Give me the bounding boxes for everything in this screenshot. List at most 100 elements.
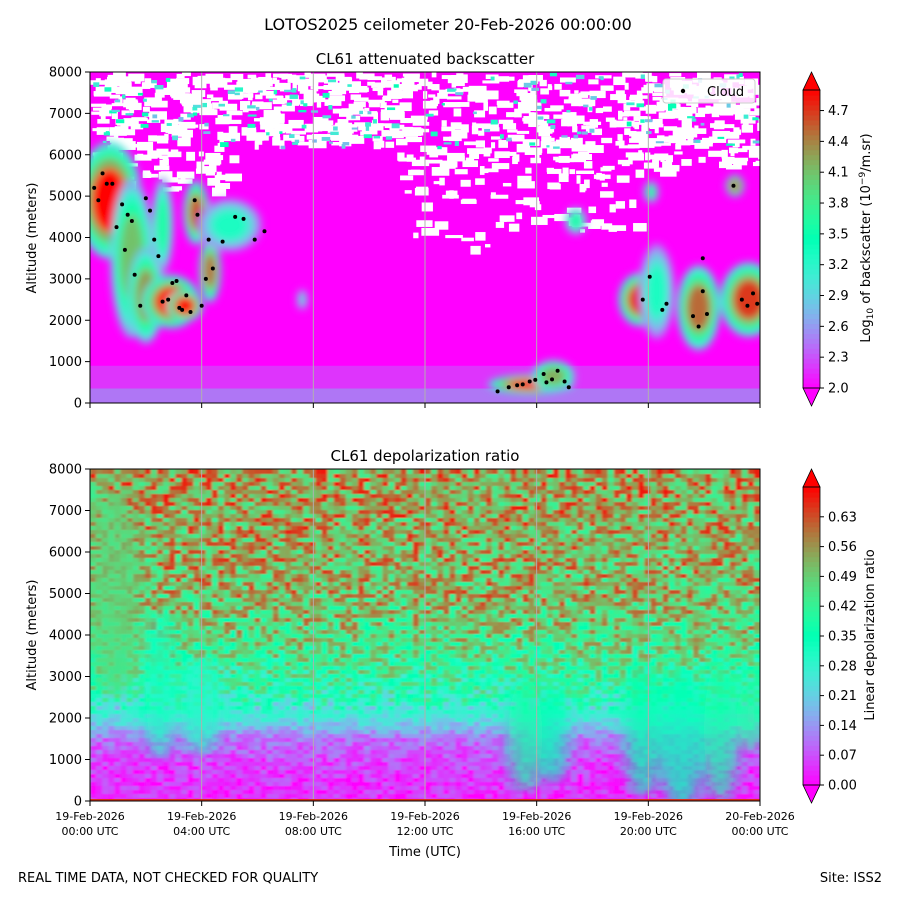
depol-cell (443, 733, 451, 738)
depol-cell (619, 777, 627, 782)
depol-cell (114, 773, 122, 778)
no-signal-gap (454, 81, 465, 87)
cloud-base-point (745, 303, 750, 308)
backscatter-speckle (448, 88, 457, 91)
depol-cell (114, 769, 122, 774)
depol-cell (467, 777, 475, 782)
depol-cell (412, 685, 420, 690)
depol-cell (339, 785, 347, 790)
depol-cell (102, 689, 110, 694)
colorbar-tick-label: 4.4 (828, 135, 849, 150)
depol-cell (479, 753, 487, 758)
depol-cell (699, 689, 707, 694)
depol-cell (376, 673, 384, 678)
depol-cell (388, 681, 396, 686)
depol-cell (138, 705, 146, 710)
depol-cell (595, 721, 603, 726)
depol-cell (485, 705, 493, 710)
depol-cell (236, 745, 244, 750)
no-signal-gap (726, 134, 740, 139)
no-signal-gap (259, 90, 276, 96)
depol-cell (473, 677, 481, 682)
depol-cell (741, 677, 749, 682)
depol-cell (339, 793, 347, 798)
depol-cell (364, 673, 372, 678)
depol-cell (260, 681, 268, 686)
depol-cell (284, 785, 292, 790)
backscatter-title: CL61 attenuated backscatter (316, 50, 535, 68)
depol-cell (254, 749, 262, 754)
depol-cell (132, 677, 140, 682)
depol-cell (461, 737, 469, 742)
colorbar-step (803, 134, 820, 141)
depol-cell (394, 773, 402, 778)
depol-cell (327, 753, 335, 758)
depol-cell (528, 793, 536, 798)
depol-cell (370, 729, 378, 734)
depol-cell (583, 753, 591, 758)
no-signal-gap (677, 106, 686, 111)
depol-cell (297, 721, 305, 726)
depol-cell (126, 737, 134, 742)
depol-cell (455, 689, 463, 694)
no-signal-gap (697, 107, 710, 114)
no-signal-gap (691, 102, 697, 111)
depol-cell (431, 681, 439, 686)
depol-cell (291, 753, 299, 758)
no-signal-gap (265, 86, 283, 91)
no-signal-gap (485, 244, 491, 248)
depol-cell (248, 745, 256, 750)
depol-cell (272, 681, 280, 686)
depol-cell (540, 689, 548, 694)
depol-cell (443, 713, 451, 718)
depol-cell (90, 681, 98, 686)
depol-cell (583, 717, 591, 722)
depol-cell (394, 717, 402, 722)
no-signal-gap (654, 105, 665, 112)
depol-cell (327, 745, 335, 750)
no-signal-gap (181, 72, 191, 77)
depol-cell (735, 721, 743, 726)
depol-cell (504, 765, 512, 770)
no-signal-gap (391, 76, 396, 82)
depol-cell (211, 773, 219, 778)
depol-cell (291, 709, 299, 714)
no-signal-gap (548, 85, 553, 91)
depol-cell (230, 741, 238, 746)
no-signal-gap (360, 131, 367, 136)
no-signal-gap (559, 77, 576, 83)
depol-cell (90, 745, 98, 750)
depol-cell (735, 761, 743, 766)
depol-cell (577, 689, 585, 694)
depol-cell (150, 781, 158, 786)
depol-cell (425, 749, 433, 754)
depol-cell (205, 777, 213, 782)
depol-cell (388, 709, 396, 714)
depol-cell (498, 741, 506, 746)
cloud-base-point (104, 181, 109, 186)
depol-cell (382, 705, 390, 710)
depol-cell (284, 741, 292, 746)
depol-cell (461, 749, 469, 754)
depol-cell (595, 753, 603, 758)
depol-cell (96, 745, 104, 750)
depol-cell (309, 725, 317, 730)
no-signal-gap (274, 120, 285, 124)
depol-cell (205, 769, 213, 774)
no-signal-gap (443, 102, 461, 108)
depol-cell (418, 685, 426, 690)
depol-cell (90, 693, 98, 698)
depol-cell (364, 721, 372, 726)
depol-cell (254, 685, 262, 690)
no-signal-gap (649, 121, 659, 130)
backscatter-speckle (220, 142, 229, 148)
depol-cell (565, 749, 573, 754)
depol-cell (284, 677, 292, 682)
depol-cell (613, 677, 621, 682)
depol-cell (120, 693, 128, 698)
y-tick-label: 8000 (49, 66, 82, 81)
depol-cell (96, 725, 104, 730)
depol-cell (126, 753, 134, 758)
depol-cell (284, 709, 292, 714)
depol-cell (753, 673, 760, 678)
